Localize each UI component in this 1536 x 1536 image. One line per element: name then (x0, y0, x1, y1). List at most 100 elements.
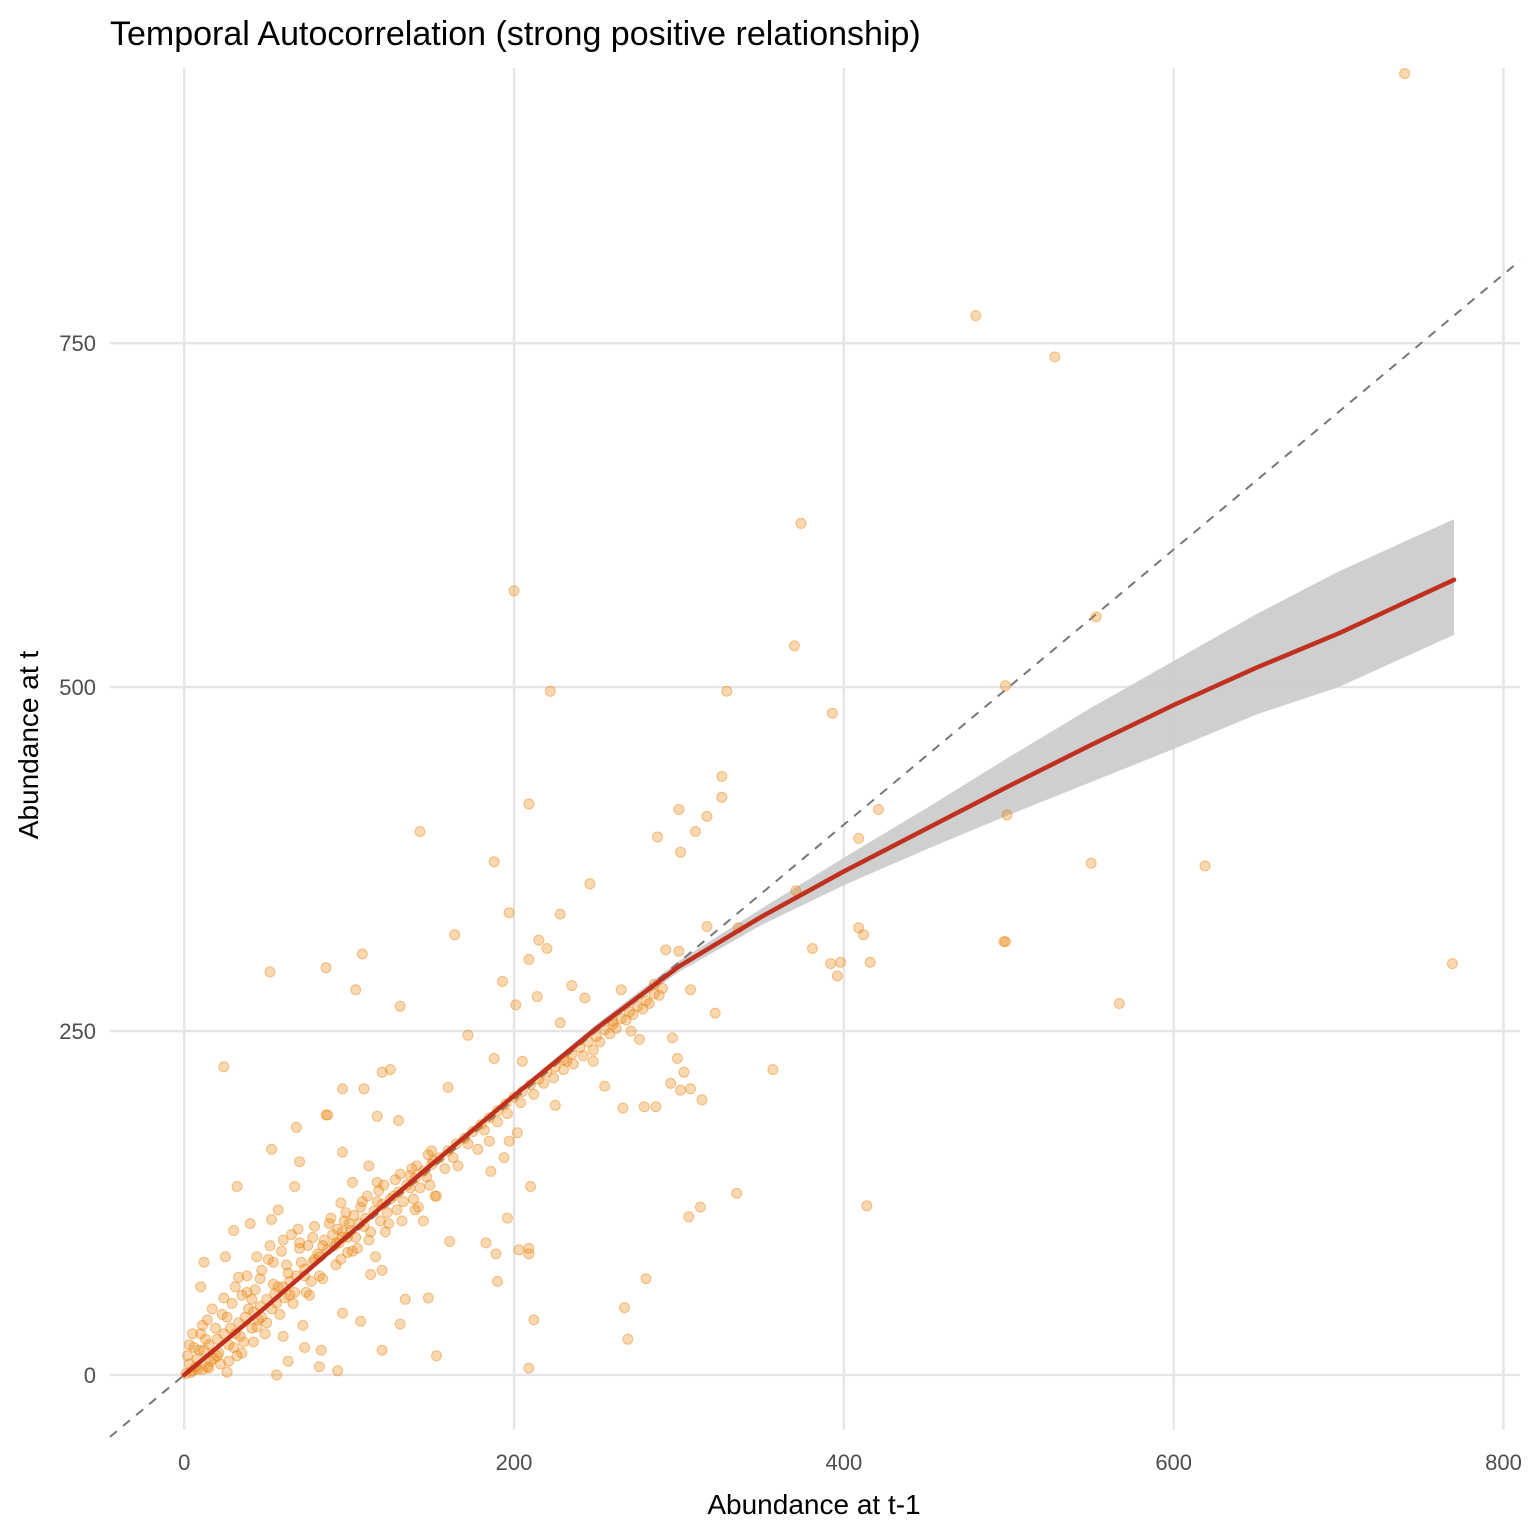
data-point (348, 1209, 360, 1221)
y-axis-title: Abundance at t (13, 651, 44, 840)
data-point (297, 1319, 309, 1331)
data-point (322, 1109, 334, 1121)
data-point (604, 1028, 616, 1040)
data-point (215, 1358, 226, 1370)
data-point (640, 995, 652, 1007)
data-point (264, 966, 276, 978)
chart-title: Temporal Autocorrelation (strong positiv… (110, 15, 921, 53)
data-point (266, 1143, 278, 1155)
data-point (350, 984, 362, 996)
data-point (1085, 857, 1097, 869)
data-point (624, 1006, 635, 1018)
data-point (694, 1201, 706, 1213)
data-point (309, 1220, 320, 1232)
data-point (619, 1302, 630, 1314)
data-point (685, 1083, 696, 1095)
data-point (431, 1190, 442, 1202)
data-point (610, 1022, 622, 1034)
data-point (305, 1275, 317, 1287)
data-point (444, 1236, 456, 1247)
x-axis-ticks: 0 200 400 600 800 (178, 1450, 1522, 1475)
data-point (615, 1013, 627, 1025)
data-point (295, 1256, 307, 1268)
data-point (492, 1275, 503, 1287)
data-point (622, 1333, 634, 1345)
data-point (284, 1289, 296, 1301)
data-point (825, 958, 837, 970)
data-point (411, 1160, 423, 1172)
data-point (363, 1234, 375, 1246)
data-point (701, 921, 713, 932)
data-point (378, 1179, 390, 1191)
data-point (211, 1333, 223, 1345)
data-point (201, 1361, 213, 1373)
data-point (541, 943, 553, 954)
data-point (244, 1218, 256, 1230)
data-point (666, 1032, 678, 1044)
data-point (861, 1200, 873, 1212)
data-point (1399, 68, 1411, 79)
data-point (480, 1237, 492, 1249)
data-point (294, 1242, 306, 1254)
data-point (515, 1097, 527, 1109)
data-point (643, 998, 655, 1009)
data-point (249, 1284, 261, 1296)
data-point (262, 1253, 274, 1265)
data-point (361, 1190, 373, 1202)
data-point (447, 1152, 459, 1164)
data-point (187, 1328, 198, 1340)
data-point (826, 707, 838, 719)
data-point (523, 1362, 535, 1374)
data-point (290, 1121, 302, 1133)
data-point (182, 1350, 193, 1362)
data-point (289, 1181, 301, 1192)
y-axis-ticks: 0 250 500 750 (59, 331, 96, 1388)
data-point (584, 878, 596, 890)
data-point (490, 1248, 502, 1260)
data-point (251, 1251, 263, 1263)
data-point (503, 1135, 515, 1147)
data-point (203, 1362, 215, 1374)
data-point (503, 907, 515, 919)
data-point (315, 1344, 327, 1356)
data-point (648, 988, 660, 1000)
data-point (689, 826, 701, 837)
data-point (511, 1127, 523, 1139)
data-point (788, 640, 800, 652)
y-tick-label: 750 (59, 331, 96, 356)
data-point (452, 1160, 464, 1172)
data-point (282, 1267, 294, 1279)
data-point (351, 1242, 363, 1254)
data-point (525, 1181, 536, 1192)
data-point (625, 1025, 637, 1037)
data-point (223, 1355, 235, 1367)
data-point (221, 1311, 233, 1323)
data-point (201, 1314, 213, 1326)
data-point (716, 791, 728, 803)
data-point (371, 1196, 383, 1208)
data-point (332, 1223, 344, 1235)
data-point (200, 1333, 212, 1345)
data-point (462, 1138, 474, 1150)
data-point (246, 1293, 258, 1305)
data-point (376, 1344, 388, 1356)
data-point (330, 1259, 342, 1271)
data-point (627, 1009, 639, 1020)
data-point (488, 1053, 500, 1064)
data-point (1001, 809, 1013, 821)
data-point (1090, 611, 1102, 623)
data-point (421, 1171, 433, 1183)
data-point (607, 1018, 619, 1030)
data-point (449, 929, 461, 941)
data-point (523, 954, 535, 965)
data-point (637, 1003, 649, 1015)
data-point (346, 1176, 358, 1188)
x-tick-label: 400 (826, 1450, 863, 1475)
data-point (271, 1369, 283, 1381)
data-point (853, 832, 865, 844)
data-point (549, 1099, 561, 1111)
data-point (272, 1204, 284, 1216)
data-point (807, 943, 818, 954)
data-point (346, 1245, 358, 1257)
data-point (294, 1156, 306, 1168)
